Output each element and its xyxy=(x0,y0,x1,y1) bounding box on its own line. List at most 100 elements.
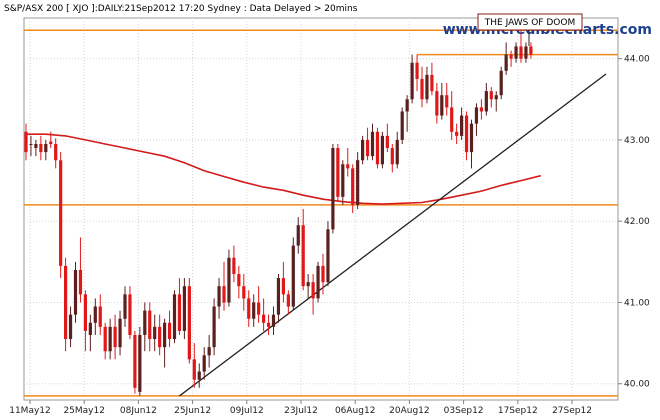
candle-body xyxy=(192,359,196,380)
x-tick-label: 03Sep12 xyxy=(444,406,484,416)
candle xyxy=(519,30,523,63)
candles xyxy=(24,30,533,396)
candle-body xyxy=(227,257,231,303)
candle xyxy=(484,83,488,116)
candle xyxy=(346,148,350,177)
candle xyxy=(415,54,419,92)
candle xyxy=(276,274,281,323)
candle-body xyxy=(301,225,305,287)
candle-body xyxy=(356,160,360,205)
candle xyxy=(123,286,127,327)
candle xyxy=(39,135,43,161)
candle xyxy=(514,42,518,63)
candle xyxy=(370,123,375,161)
candle xyxy=(182,278,186,340)
candle xyxy=(59,152,63,279)
candle xyxy=(262,298,266,331)
candle xyxy=(375,127,380,169)
candle-body xyxy=(217,286,221,307)
candle xyxy=(455,123,459,144)
candle xyxy=(301,209,305,291)
candle-body xyxy=(370,131,375,157)
candle-body xyxy=(286,294,290,307)
candle xyxy=(217,278,221,319)
candle xyxy=(113,314,117,360)
candle xyxy=(445,83,449,116)
candle-body xyxy=(524,46,528,59)
candle-body xyxy=(172,294,177,340)
x-axis: 11May12 25May12 08Jun12 25Jun12 09Jul12 23Jul… xyxy=(9,400,592,416)
candle xyxy=(34,139,38,157)
candle-body xyxy=(276,278,281,315)
y-axis: 44.00 43.00 42.00 41.00 40.00 xyxy=(618,55,650,390)
candle xyxy=(64,257,68,352)
candle xyxy=(197,363,201,388)
annotation-box: THE JAWS OF DOOM xyxy=(477,13,583,46)
candle-body xyxy=(440,95,444,116)
candle-body xyxy=(341,164,345,197)
candle xyxy=(365,127,370,161)
annotation-frame xyxy=(477,13,583,31)
candle xyxy=(242,274,246,311)
candle-body xyxy=(252,302,256,319)
candle-body xyxy=(311,282,315,299)
candle-body xyxy=(148,310,152,340)
candle-body xyxy=(489,91,493,100)
candle-body xyxy=(257,302,261,315)
candle xyxy=(311,274,315,315)
candle xyxy=(93,298,97,335)
x-tick-label: 25Jun12 xyxy=(174,406,211,416)
y-tick-label: 43.00 xyxy=(624,136,650,146)
candle xyxy=(474,103,479,136)
candle-body xyxy=(375,131,380,165)
x-tick-label: 27Sep12 xyxy=(552,406,592,416)
candle-body xyxy=(351,168,355,205)
x-tick-label: 20Aug12 xyxy=(389,406,429,416)
candle xyxy=(172,290,177,344)
candle-body xyxy=(158,326,162,348)
candle xyxy=(420,66,424,108)
candle-body xyxy=(469,123,474,153)
candle-body xyxy=(380,135,384,165)
candle xyxy=(177,278,182,335)
candle-body xyxy=(316,265,320,299)
candle xyxy=(336,143,340,201)
candle-body xyxy=(93,306,97,323)
candle-body xyxy=(405,99,409,112)
candle-body xyxy=(321,265,325,283)
x-tick-label: 06Aug12 xyxy=(335,406,375,416)
candle-body xyxy=(177,294,182,331)
trendline-group xyxy=(179,73,607,397)
plot-frame xyxy=(23,17,619,401)
candle xyxy=(257,286,261,323)
candle xyxy=(356,152,360,209)
candle-body xyxy=(415,62,419,79)
candle-body xyxy=(167,322,172,340)
candle xyxy=(118,310,122,356)
candle-body xyxy=(420,78,424,100)
candle xyxy=(212,298,216,356)
candle-body xyxy=(163,322,167,348)
candle xyxy=(395,131,399,169)
candle-body xyxy=(182,286,186,331)
candle-body xyxy=(44,143,48,153)
candle-body xyxy=(361,139,365,161)
candle xyxy=(29,135,33,157)
candle-body xyxy=(529,46,533,55)
candle xyxy=(24,123,28,161)
candle xyxy=(108,318,112,360)
candle-body xyxy=(73,269,78,315)
candle-body xyxy=(499,70,503,96)
candle xyxy=(133,330,137,394)
candle-body xyxy=(232,257,236,275)
candle xyxy=(296,217,300,254)
candle-body xyxy=(138,334,142,392)
candle xyxy=(291,237,295,311)
candle-body xyxy=(365,139,370,157)
candle-body xyxy=(514,46,518,59)
x-tick-label: 17Sep12 xyxy=(498,406,538,416)
candle-body xyxy=(390,148,394,165)
candle-body xyxy=(410,62,414,100)
candle-body xyxy=(68,314,73,340)
